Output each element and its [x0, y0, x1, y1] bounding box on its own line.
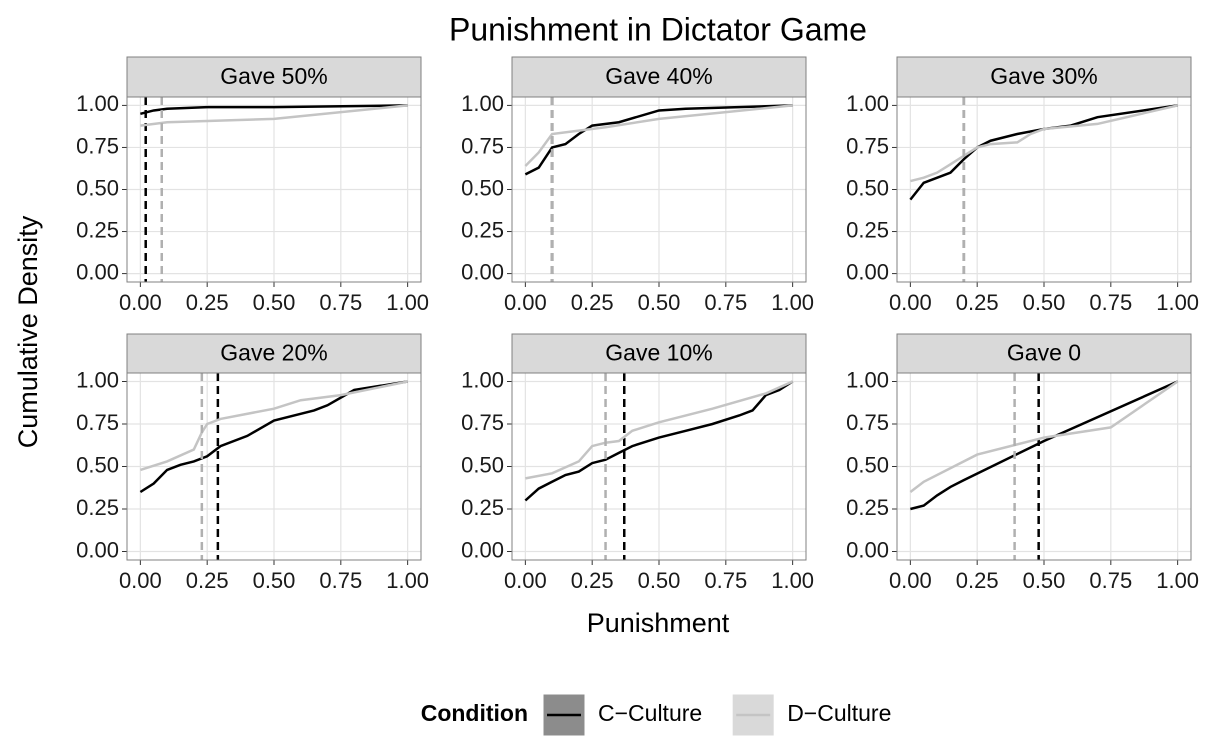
x-tick-label: 0.00: [504, 568, 547, 593]
x-tick-label: 0.00: [889, 290, 932, 315]
y-tick-label: 0.00: [76, 259, 119, 284]
ecdf-line: [910, 380, 1179, 511]
y-tick-label: 0.25: [461, 217, 504, 242]
strip: [511, 56, 807, 98]
x-tick-label: 0.25: [186, 290, 229, 315]
y-tick-label: 0.50: [846, 175, 889, 200]
x-tick-label: 0.25: [956, 290, 999, 315]
x-tick-label: 0.25: [571, 568, 614, 593]
x-tick-label: 0.75: [319, 568, 362, 593]
ecdf-line: [524, 104, 793, 167]
panel-border: [126, 372, 422, 561]
y-tick-label: 0.00: [846, 537, 889, 562]
ecdf-line: [139, 380, 408, 494]
x-tick-label: 0.25: [186, 568, 229, 593]
y-tick-label: 1.00: [846, 367, 889, 392]
x-tick-label: 1.00: [1156, 290, 1199, 315]
y-tick-label: 0.50: [461, 452, 504, 477]
x-tick-label: 0.75: [319, 290, 362, 315]
x-tick-label: 0.00: [504, 290, 547, 315]
ecdf-line: [524, 380, 794, 502]
legend-title: Condition: [421, 700, 528, 726]
x-tick-label: 0.50: [638, 568, 681, 593]
y-tick-label: 1.00: [76, 367, 119, 392]
y-tick-label: 0.25: [461, 495, 504, 520]
x-tick-label: 1.00: [771, 290, 814, 315]
x-tick-label: 0.75: [704, 290, 747, 315]
facet-title: Gave 20%: [220, 340, 327, 366]
y-tick-label: 0.75: [846, 410, 889, 435]
x-tick-label: 0.50: [253, 568, 296, 593]
x-tick-label: 0.25: [571, 290, 614, 315]
x-tick-label: 1.00: [386, 290, 429, 315]
x-tick-label: 1.00: [386, 568, 429, 593]
legend-label: D−Culture: [787, 700, 891, 726]
y-tick-label: 0.50: [846, 452, 889, 477]
y-tick-label: 0.75: [76, 133, 119, 158]
y-tick-label: 1.00: [846, 91, 889, 116]
y-tick-label: 0.25: [846, 495, 889, 520]
ecdf-line: [910, 104, 1178, 183]
x-tick-label: 0.50: [1023, 568, 1066, 593]
panel-border: [896, 96, 1192, 283]
x-tick-label: 1.00: [1156, 568, 1199, 593]
panel-border: [511, 372, 807, 561]
x-tick-label: 0.00: [889, 568, 932, 593]
y-tick-label: 0.25: [846, 217, 889, 242]
facet-title: Gave 30%: [990, 63, 1097, 89]
ecdf-line: [140, 104, 408, 116]
ecdf-line: [525, 380, 794, 480]
y-tick-label: 0.25: [76, 495, 119, 520]
y-tick-label: 0.00: [461, 259, 504, 284]
strip: [511, 333, 807, 374]
panel-border: [511, 96, 807, 283]
y-tick-label: 0.75: [461, 133, 504, 158]
y-tick-label: 0.75: [846, 133, 889, 158]
chart-title: Punishment in Dictator Game: [449, 11, 867, 47]
y-tick-label: 0.75: [76, 410, 119, 435]
strip: [896, 333, 1192, 374]
y-axis-label: Cumulative Density: [13, 215, 43, 448]
y-tick-label: 0.50: [76, 175, 119, 200]
x-tick-label: 1.00: [771, 568, 814, 593]
x-axis-label: Punishment: [587, 608, 730, 638]
strip: [126, 56, 422, 98]
facet-title: Gave 50%: [220, 63, 327, 89]
x-tick-label: 0.75: [1089, 568, 1132, 593]
ecdf-line: [140, 104, 408, 127]
x-tick-label: 0.75: [1089, 290, 1132, 315]
legend-label: C−Culture: [598, 700, 702, 726]
ecdf-line: [909, 380, 1179, 493]
y-tick-label: 0.00: [846, 259, 889, 284]
y-tick-label: 1.00: [461, 367, 504, 392]
ecdf-line: [909, 104, 1178, 201]
ecdf-line: [139, 380, 408, 472]
x-tick-label: 0.25: [956, 568, 999, 593]
y-tick-label: 0.00: [461, 537, 504, 562]
y-tick-label: 1.00: [461, 91, 504, 116]
facet-title: Gave 10%: [605, 340, 712, 366]
panel-border: [896, 372, 1192, 561]
x-tick-label: 0.75: [704, 568, 747, 593]
x-tick-label: 0.50: [253, 290, 296, 315]
y-tick-label: 0.00: [76, 537, 119, 562]
y-tick-label: 1.00: [76, 91, 119, 116]
y-tick-label: 0.25: [76, 217, 119, 242]
strip: [126, 333, 422, 374]
facet-title: Gave 40%: [605, 63, 712, 89]
facet-title: Gave 0: [1007, 340, 1081, 366]
x-tick-label: 0.00: [119, 568, 162, 593]
x-tick-label: 0.50: [1023, 290, 1066, 315]
y-tick-label: 0.50: [461, 175, 504, 200]
x-tick-label: 0.50: [638, 290, 681, 315]
y-tick-label: 0.75: [461, 410, 504, 435]
x-tick-label: 0.00: [119, 290, 162, 315]
y-tick-label: 0.50: [76, 452, 119, 477]
panel-border: [126, 96, 422, 283]
